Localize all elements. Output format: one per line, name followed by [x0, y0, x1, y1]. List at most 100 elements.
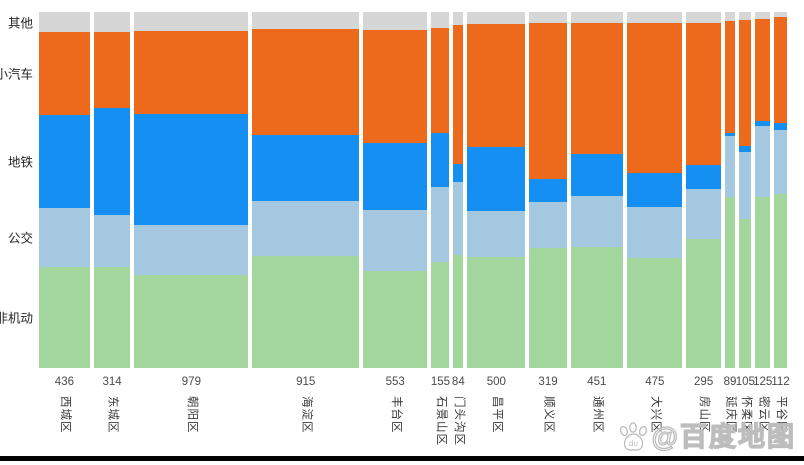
- bar-segment: [529, 202, 567, 248]
- bar-segment: [755, 12, 770, 20]
- bar-segment: [739, 145, 752, 152]
- bar-segment: [362, 142, 428, 210]
- bar-total-label: 553: [385, 376, 405, 388]
- bar-segment: [431, 133, 450, 188]
- bar-segment: [724, 133, 736, 136]
- mosaic-bar: [453, 12, 464, 368]
- mosaic-bar: [467, 12, 526, 368]
- bar-total-label: 84: [451, 376, 465, 388]
- bar-segment: [529, 248, 567, 368]
- bar-segment: [755, 19, 770, 122]
- district-column: 319 顺义区: [529, 12, 567, 434]
- bar-segment: [773, 194, 788, 368]
- bar-segment: [739, 19, 752, 146]
- bar-segment: [686, 23, 721, 166]
- district-column: 295 房山区: [686, 12, 721, 433]
- bar-total-label: 295: [694, 376, 714, 388]
- bar-segment: [627, 257, 683, 368]
- bar-segment: [773, 130, 788, 195]
- x-axis-category-label: 石景山区: [435, 395, 447, 446]
- bar-total-label: 112: [771, 376, 790, 388]
- bar-total-label: 125: [753, 376, 773, 388]
- x-axis-category-label: 东城区: [106, 395, 119, 434]
- bar-total-label: 105: [735, 376, 755, 388]
- y-axis-label: 小汽车: [0, 67, 33, 82]
- bar-segment: [724, 20, 736, 134]
- bar-segment: [39, 31, 90, 115]
- bar-segment: [431, 28, 450, 134]
- district-column: 89 延庆区: [723, 12, 737, 433]
- bar-segment: [755, 126, 770, 198]
- bar-segment: [362, 30, 428, 143]
- bar-total-label: 314: [102, 376, 122, 388]
- bar-segment: [431, 187, 450, 263]
- bar-segment: [773, 16, 788, 124]
- bar-segment: [453, 182, 464, 256]
- bottom-black-bar: [0, 456, 804, 461]
- x-axis-category-label: 密云区: [757, 395, 770, 434]
- bar-segment: [252, 255, 359, 368]
- bar-segment: [39, 12, 90, 32]
- bar-segment: [773, 12, 788, 17]
- district-column: 451 通州区: [570, 12, 624, 433]
- bar-total-label: 89: [723, 376, 737, 388]
- baidu-watermark: du @百度地图: [617, 415, 796, 454]
- bar-total-label: 500: [486, 376, 506, 388]
- plot-area: 436 西城区 314 东城区 979 朝阳区 915 海淀区 553 丰台区 …: [39, 12, 790, 446]
- bar-segment: [570, 246, 624, 368]
- x-axis-category-label: 海淀区: [300, 395, 313, 434]
- district-column: 112 平谷区: [771, 12, 790, 433]
- bar-segment: [431, 262, 450, 368]
- bar-segment: [570, 154, 624, 197]
- bar-segment: [467, 24, 526, 148]
- bar-segment: [686, 238, 721, 368]
- bar-segment: [134, 224, 249, 275]
- watermark-text: @百度地图: [651, 421, 796, 452]
- mosaic-bar: [724, 12, 736, 368]
- bar-segment: [453, 255, 464, 368]
- bar-segment: [529, 178, 567, 203]
- district-column: 475 大兴区: [627, 12, 683, 433]
- district-column: 125 密云区: [753, 12, 773, 434]
- bar-total-label: 979: [181, 376, 201, 388]
- bar-segment: [453, 164, 464, 183]
- bar-segment: [252, 29, 359, 136]
- bar-segment: [686, 165, 721, 189]
- bar-segment: [93, 107, 131, 215]
- bar-segment: [529, 23, 567, 179]
- bar-segment: [39, 207, 90, 267]
- district-column: 155 石景山区: [431, 12, 450, 446]
- bar-segment: [93, 31, 131, 108]
- y-axis-label: 公交: [7, 231, 33, 246]
- mosaic-bar: [570, 12, 624, 368]
- mosaic-bar: [627, 12, 683, 368]
- x-axis-category-label: 怀柔区: [739, 395, 752, 434]
- x-axis-category-label: 顺义区: [542, 395, 555, 434]
- x-axis-category-label: 丰台区: [389, 395, 402, 434]
- bar-segment: [686, 12, 721, 24]
- district-column: 314 东城区: [93, 12, 131, 434]
- bar-segment: [755, 197, 770, 368]
- bar-segment: [134, 12, 249, 31]
- bar-segment: [570, 23, 624, 155]
- bar-segment: [134, 30, 249, 114]
- y-axis-label: 地铁: [7, 155, 33, 170]
- bar-segment: [467, 12, 526, 25]
- bar-segment: [570, 196, 624, 247]
- x-axis-category-label: 朝阳区: [185, 395, 198, 434]
- bar-segment: [724, 12, 736, 21]
- bar-segment: [39, 114, 90, 208]
- bar-segment: [627, 207, 683, 258]
- x-axis-category-label: 门头沟区: [452, 395, 465, 446]
- bar-segment: [252, 12, 359, 30]
- bar-segment: [755, 121, 770, 127]
- y-axis-label: 非机动: [0, 311, 33, 326]
- bar-segment: [467, 257, 526, 368]
- district-column: 84 门头沟区: [451, 12, 465, 446]
- bar-segment: [134, 274, 249, 368]
- bar-segment: [252, 201, 359, 256]
- y-axis-label: 其他: [7, 16, 33, 31]
- bar-segment: [724, 196, 736, 368]
- mosaic-bar: [686, 12, 721, 368]
